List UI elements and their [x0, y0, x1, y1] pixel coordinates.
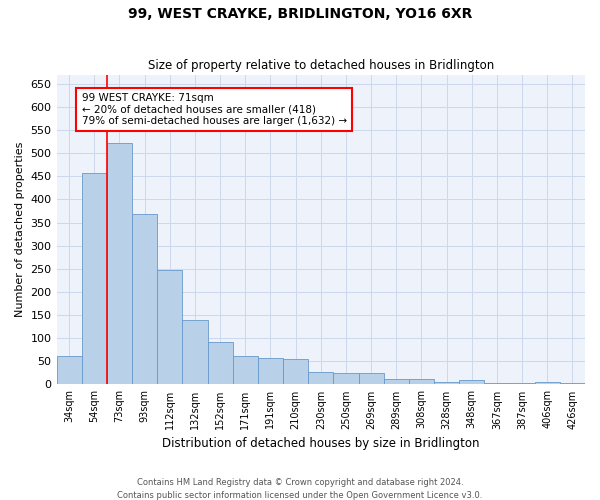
Bar	[434, 382, 459, 384]
Bar	[459, 380, 484, 384]
Bar	[283, 360, 308, 384]
Bar	[157, 270, 182, 384]
Text: Contains HM Land Registry data © Crown copyright and database right 2024.
Contai: Contains HM Land Registry data © Crown c…	[118, 478, 482, 500]
Bar	[409, 379, 434, 384]
Bar	[334, 373, 359, 384]
Title: Size of property relative to detached houses in Bridlington: Size of property relative to detached ho…	[148, 59, 494, 72]
Bar	[484, 383, 509, 384]
Bar	[182, 320, 208, 384]
Bar	[258, 358, 283, 384]
Bar	[560, 383, 585, 384]
Bar	[132, 214, 157, 384]
X-axis label: Distribution of detached houses by size in Bridlington: Distribution of detached houses by size …	[162, 437, 479, 450]
Bar	[82, 173, 107, 384]
Bar	[308, 372, 334, 384]
Bar	[359, 373, 383, 384]
Bar	[56, 356, 82, 384]
Bar	[383, 380, 409, 384]
Text: 99 WEST CRAYKE: 71sqm
← 20% of detached houses are smaller (418)
79% of semi-det: 99 WEST CRAYKE: 71sqm ← 20% of detached …	[82, 93, 347, 126]
Text: 99, WEST CRAYKE, BRIDLINGTON, YO16 6XR: 99, WEST CRAYKE, BRIDLINGTON, YO16 6XR	[128, 8, 472, 22]
Bar	[208, 342, 233, 384]
Y-axis label: Number of detached properties: Number of detached properties	[15, 142, 25, 317]
Bar	[509, 382, 535, 384]
Bar	[233, 356, 258, 384]
Bar	[107, 144, 132, 384]
Bar	[535, 382, 560, 384]
